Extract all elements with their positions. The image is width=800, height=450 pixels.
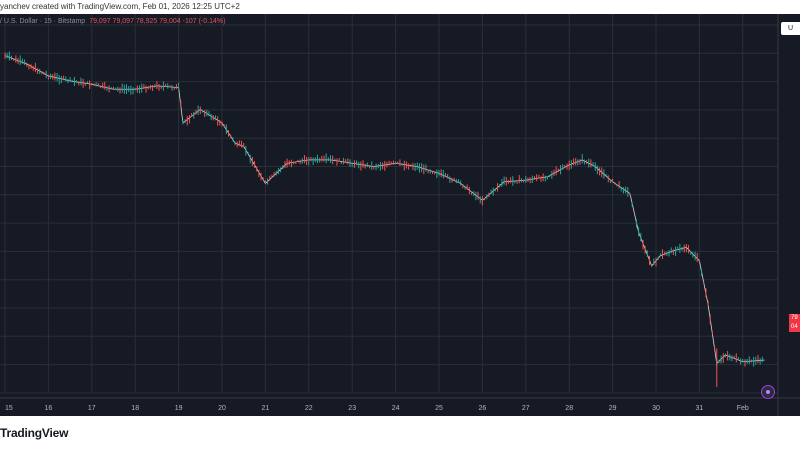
grid bbox=[0, 14, 800, 416]
x-tick-label: 31 bbox=[696, 405, 704, 412]
symbol-name: / U.S. Dollar · 15 · Bitstamp bbox=[0, 18, 86, 25]
x-tick-label: 17 bbox=[88, 405, 96, 412]
last-price-line1: 79 bbox=[791, 315, 798, 321]
currency-badge[interactable]: U bbox=[781, 22, 800, 35]
x-tick-label: 19 bbox=[175, 405, 183, 412]
chart-attribution: yanchev created with TradingView.com, Fe… bbox=[0, 0, 800, 14]
chart-panel[interactable]: 15 16 17 18 19 20 21 22 23 24 25 26 27 28 29 30 31 Feb bbox=[0, 0, 800, 416]
x-tick-label: 20 bbox=[218, 405, 226, 412]
x-tick-label: 21 bbox=[262, 405, 270, 412]
x-axis: 15 16 17 18 19 20 21 22 23 24 25 26 27 28 29 30 31 Feb bbox=[5, 405, 749, 412]
x-tick-label: 24 bbox=[392, 405, 400, 412]
symbol-legend[interactable]: / U.S. Dollar · 15 · Bitstamp 79,097 79,0… bbox=[0, 18, 225, 25]
price-series bbox=[4, 51, 765, 387]
footer bbox=[0, 416, 800, 450]
price-chart[interactable]: 15 16 17 18 19 20 21 22 23 24 25 26 27 28 29 30 31 Feb bbox=[0, 0, 800, 416]
x-tick-label: 29 bbox=[609, 405, 617, 412]
x-tick-label: 28 bbox=[565, 405, 573, 412]
x-tick-label: 16 bbox=[45, 405, 53, 412]
price-line bbox=[4, 55, 765, 365]
x-tick-label: 30 bbox=[652, 405, 660, 412]
last-price-tag: 79 04 bbox=[789, 314, 800, 332]
x-tick-label: 26 bbox=[479, 405, 487, 412]
x-tick-label: 27 bbox=[522, 405, 530, 412]
ohlc-values: 79,097 79,097 78,925 79,004 -107 (-0.14%… bbox=[89, 18, 226, 25]
x-tick-label: 15 bbox=[5, 405, 13, 412]
brand-wordmark: TradingView bbox=[0, 426, 69, 440]
last-price-line2: 04 bbox=[791, 324, 798, 330]
x-tick-label: Feb bbox=[737, 405, 749, 412]
x-tick-label: 22 bbox=[305, 405, 313, 412]
tradingview-logo-icon[interactable] bbox=[761, 385, 775, 399]
x-tick-label: 25 bbox=[435, 405, 443, 412]
x-tick-label: 23 bbox=[348, 405, 356, 412]
x-tick-label: 18 bbox=[131, 405, 139, 412]
